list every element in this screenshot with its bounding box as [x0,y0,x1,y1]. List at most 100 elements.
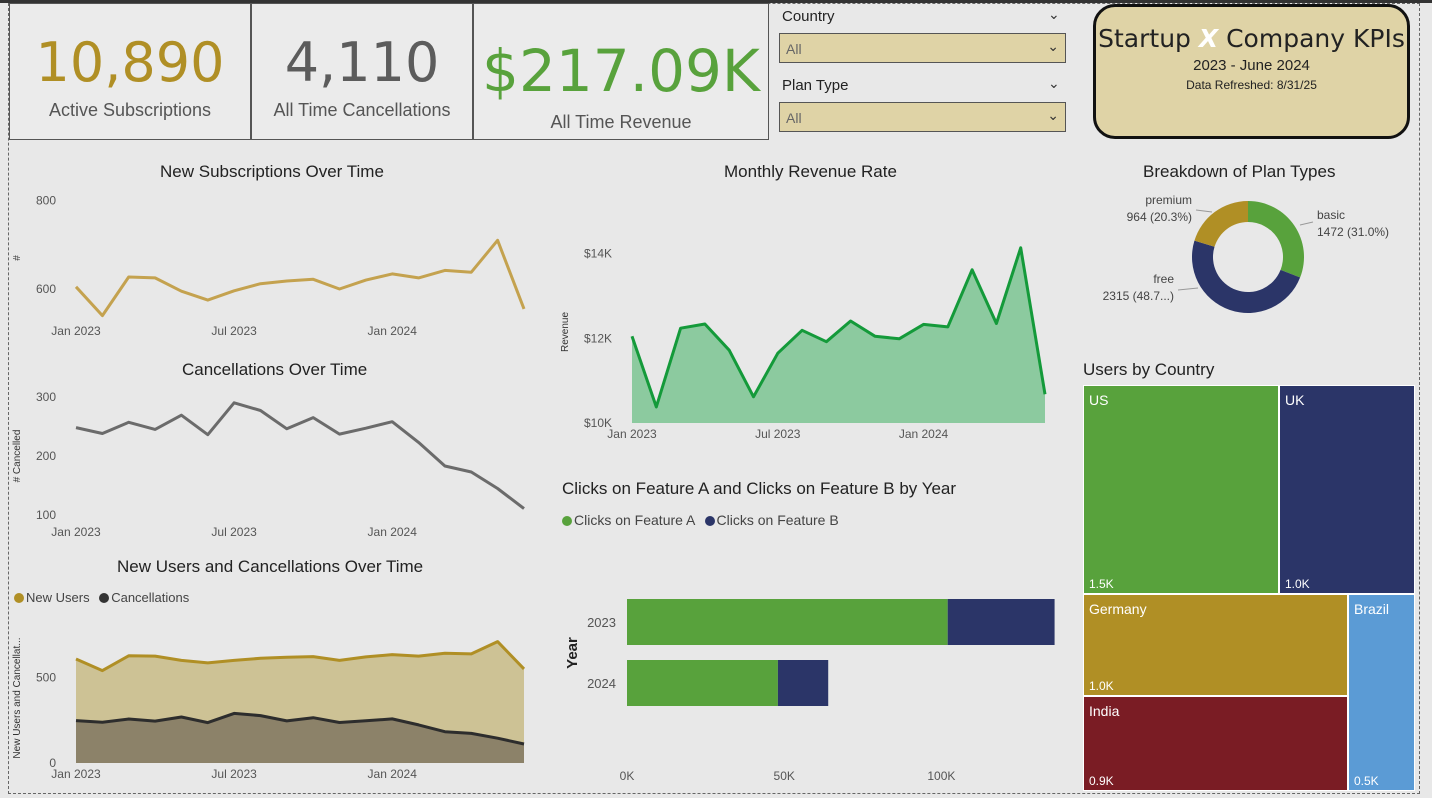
country-slicer-label: Country [782,8,835,25]
legend-clicks: Clicks on Feature A Clicks on Feature B [562,512,839,528]
bar-segment [777,660,829,706]
country-dropdown-value: All [786,41,802,57]
bar-segment [947,599,1055,645]
chart-title-new-subscriptions: New Subscriptions Over Time [160,162,384,181]
pie-label-value: 1472 (31.0%) [1317,225,1389,239]
series-line [75,640,526,673]
chevron-down-icon[interactable]: ⌄ [1048,75,1060,91]
treemap-cell-value: 1.5K [1089,577,1114,591]
treemap-cell-name: Germany [1089,601,1147,617]
title-suffix: Company KPIs [1218,24,1405,53]
treemap-cell-value: 0.5K [1354,774,1379,788]
y-tick-label: $10K [584,416,612,430]
x-tick-label: Jan 2023 [51,525,101,539]
plan-type-dropdown[interactable]: All ⌄ [779,102,1066,132]
series-line [75,401,525,510]
chevron-down-icon[interactable]: ⌄ [1048,6,1060,22]
treemap-cell-value: 1.0K [1089,679,1114,693]
kpi-value: 4,110 [284,31,440,94]
chart-title-revenue: Monthly Revenue Rate [724,162,897,181]
x-tick-label: Jul 2023 [211,767,257,781]
legend-label: Cancellations [111,590,190,605]
title-prefix: Startup [1098,24,1199,53]
dashboard-title-card: Startup X Company KPIs 2023 - June 2024 … [1093,4,1410,139]
kpi-card-all-time-revenue[interactable]: $217.09K All Time Revenue [473,3,769,140]
legend-swatch [704,516,715,526]
chart-title-plan-types: Breakdown of Plan Types [1143,162,1336,181]
pie-slice [1191,240,1301,314]
dashboard-period: 2023 - June 2024 [1193,57,1310,74]
treemap-cell-us[interactable]: US 1.5K [1083,385,1279,594]
bar-segment [627,660,778,706]
kpi-value: 10,890 [35,31,225,94]
kpi-label: All Time Cancellations [273,100,451,120]
dashboard-title: Startup X Company KPIs [1096,24,1407,53]
x-tick-label: 50K [774,769,795,783]
treemap-cell-germany[interactable]: Germany 1.0K [1083,594,1348,696]
x-tick-label: Jan 2024 [368,767,418,781]
pie-leader-line [1195,209,1213,213]
bar-segment [627,599,948,645]
pie-label-value: 964 (20.3%) [1127,210,1192,224]
pie-label-name: premium [1145,193,1192,207]
y-tick-label: 600 [36,282,56,296]
treemap-cell-uk[interactable]: UK 1.0K [1279,385,1415,594]
plan-type-slicer-label: Plan Type [782,77,849,94]
x-tick-label: Jul 2023 [755,427,801,441]
legend-swatch [562,516,572,526]
pie-label-value: 2315 (48.7...) [1103,289,1174,303]
kpi-value: $217.09K [482,37,760,105]
treemap-cell-brazil[interactable]: Brazil 0.5K [1348,594,1415,791]
legend-users-vs-cancellations: New Users Cancellations [14,590,189,605]
x-tick-label: Jan 2024 [899,427,949,441]
pie-leader-line [1299,221,1314,226]
treemap-cell-india[interactable]: India 0.9K [1083,696,1348,791]
kpi-card-active-subscriptions[interactable]: 10,890 Active Subscriptions [9,3,251,140]
y-tick-label: 2024 [587,676,616,691]
y-tick-label: $12K [584,331,612,345]
legend-label: New Users [26,590,90,605]
kpi-label: Active Subscriptions [48,100,212,120]
x-tick-label: Jan 2024 [368,324,418,338]
treemap-cell-name: Brazil [1354,601,1390,617]
y-tick-label: 300 [36,390,56,404]
x-tick-label: Jul 2023 [211,525,257,539]
treemap-cell-value: 1.0K [1285,577,1310,591]
legend-label: Clicks on Feature A [574,512,695,528]
x-tick-label: Jan 2023 [51,324,101,338]
y-tick-label: $14K [584,247,612,261]
treemap-cell-name: UK [1285,392,1305,408]
plan-type-dropdown-value: All [786,110,802,126]
country-dropdown[interactable]: All ⌄ [779,33,1066,63]
y-axis-label: # Cancelled [12,430,23,483]
y-axis-label: Year [564,637,581,669]
series-line [630,246,1047,409]
title-x: X [1198,24,1219,53]
treemap-cell-name: US [1089,392,1109,408]
y-tick-label: 200 [36,449,56,463]
chevron-down-icon: ⌄ [1047,107,1059,123]
pie-label-name: free [1153,272,1174,286]
x-tick-label: Jan 2023 [607,427,657,441]
y-tick-label: 800 [36,193,56,207]
chart-title-cancellations: Cancellations Over Time [182,360,368,379]
legend-swatch [99,593,110,603]
chart-title-clicks: Clicks on Feature A and Clicks on Featur… [562,479,957,498]
y-tick-label: 100 [36,508,56,522]
top-border [0,0,1432,3]
x-tick-label: Jul 2023 [211,324,257,338]
x-tick-label: Jan 2023 [51,767,101,781]
y-tick-label: 2023 [587,615,616,630]
treemap-cell-value: 0.9K [1089,774,1114,788]
data-refreshed: Data Refreshed: 8/31/25 [1186,78,1317,92]
kpi-card-all-time-cancellations[interactable]: 4,110 All Time Cancellations [251,3,473,140]
series-line [75,711,525,746]
kpi-label: All Time Revenue [550,112,692,132]
x-tick-label: Jan 2024 [368,525,418,539]
pie-slice [1194,201,1248,247]
chart-title-users-by-country: Users by Country [1083,360,1215,379]
y-tick-label: 0 [49,756,56,770]
legend-label: Clicks on Feature B [716,512,839,528]
chevron-down-icon: ⌄ [1047,38,1059,54]
